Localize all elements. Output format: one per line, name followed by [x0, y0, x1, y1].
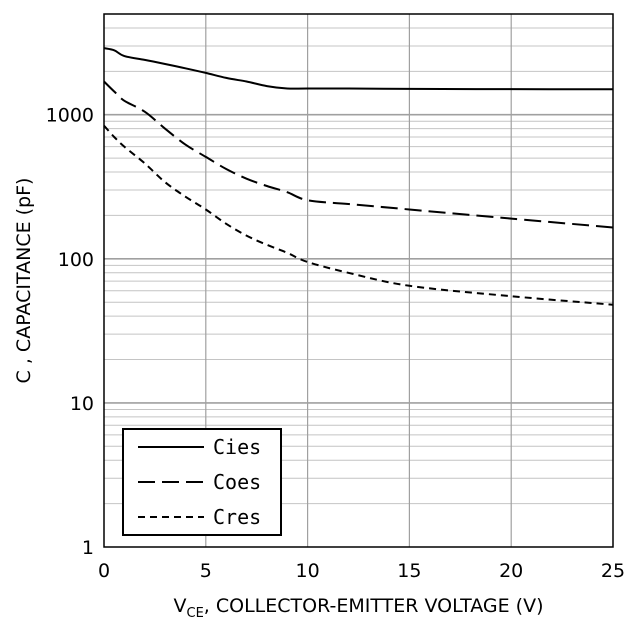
series-line-cies — [103, 47, 614, 91]
y-tick-label: 1000 — [46, 105, 94, 127]
x-axis-title: VCE, COLLECTOR-EMITTER VOLTAGE (V) — [174, 595, 544, 621]
legend-label-cres: Cres — [213, 505, 261, 529]
y-tick-labels: 1 10 100 1000 — [46, 105, 94, 559]
x-tick-label: 0 — [98, 560, 110, 582]
legend: Cies Coes Cres — [122, 428, 282, 536]
x-tick-label: 25 — [601, 560, 625, 582]
x-tick-label: 20 — [499, 560, 523, 582]
y-tick-label: 1 — [82, 537, 94, 559]
x-axis-title-rest: , COLLECTOR-EMITTER VOLTAGE (V) — [204, 595, 544, 617]
x-tick-label: 15 — [397, 560, 421, 582]
x-axis-title-prefix: V — [174, 595, 187, 617]
grid-lines — [104, 14, 613, 547]
series-line-cres — [103, 124, 614, 306]
x-axis-title-subscript: CE — [187, 606, 204, 621]
series-line-coes — [103, 80, 614, 229]
series-lines — [103, 47, 614, 306]
legend-label-cies: Cies — [213, 435, 261, 459]
y-axis-title: C , CAPACITANCE (pF) — [13, 178, 35, 384]
plot-frame — [103, 13, 614, 548]
x-tick-label: 5 — [200, 560, 212, 582]
y-tick-label: 10 — [70, 393, 94, 415]
x-tick-labels: 0 5 10 15 20 25 — [98, 560, 625, 582]
legend-label-coes: Coes — [213, 470, 261, 494]
x-tick-label: 10 — [296, 560, 320, 582]
y-tick-label: 100 — [58, 249, 94, 271]
